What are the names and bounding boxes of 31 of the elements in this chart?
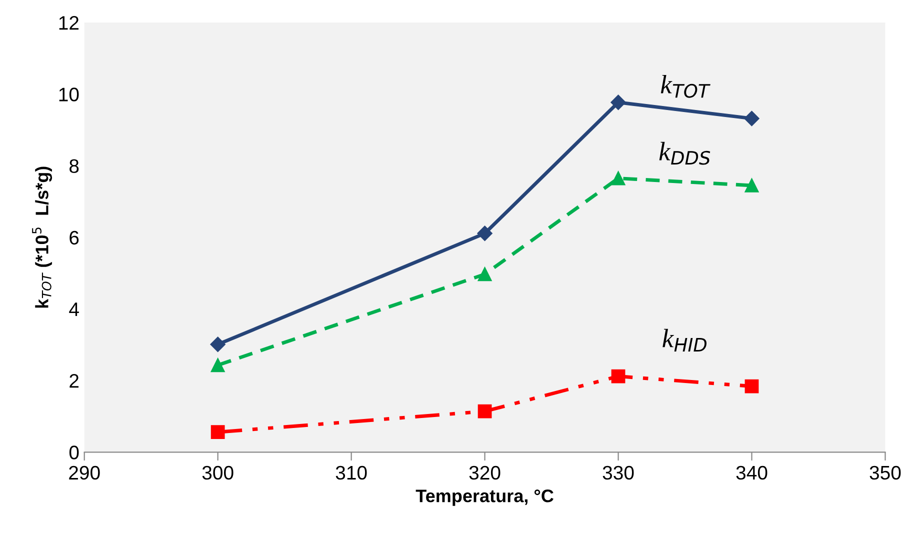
series-label: k$_{TOT}$ — [660, 74, 710, 98]
point — [210, 358, 225, 372]
x-tick-label: 310 — [336, 466, 367, 480]
x-tick-label: 290 — [69, 466, 100, 480]
y-tick-label: 12 — [59, 16, 79, 30]
series-label: k$_{DDS}$ — [659, 142, 710, 165]
y-tick-label: 8 — [70, 159, 79, 173]
point — [744, 178, 759, 192]
y-tick-label: 0 — [69, 446, 79, 460]
x-tick-label: 300 — [202, 466, 234, 480]
point — [744, 110, 760, 126]
point — [744, 379, 759, 394]
x-tick-label: 330 — [602, 466, 634, 480]
y-tick-label: 2 — [70, 374, 79, 388]
point — [611, 369, 626, 384]
point — [478, 267, 492, 282]
point — [477, 226, 492, 241]
y-tick-label: 10 — [59, 88, 79, 102]
point — [210, 425, 225, 440]
series-label: k$_{HID}$ — [662, 328, 707, 352]
x-axis-title: Temperatura, °C — [416, 490, 554, 506]
y-tick-label: 4 — [69, 302, 79, 316]
point — [611, 171, 626, 186]
point — [610, 94, 626, 110]
point — [210, 336, 226, 352]
x-tick-label: 350 — [870, 466, 901, 480]
point — [478, 404, 492, 418]
y-tick-label: 6 — [70, 230, 79, 245]
x-tick-label: 320 — [469, 466, 500, 480]
x-tick-label: 340 — [736, 466, 768, 480]
y-axis-title: k$_{TOT}$ (*10$^{5}$ L/s*g) — [32, 166, 52, 308]
